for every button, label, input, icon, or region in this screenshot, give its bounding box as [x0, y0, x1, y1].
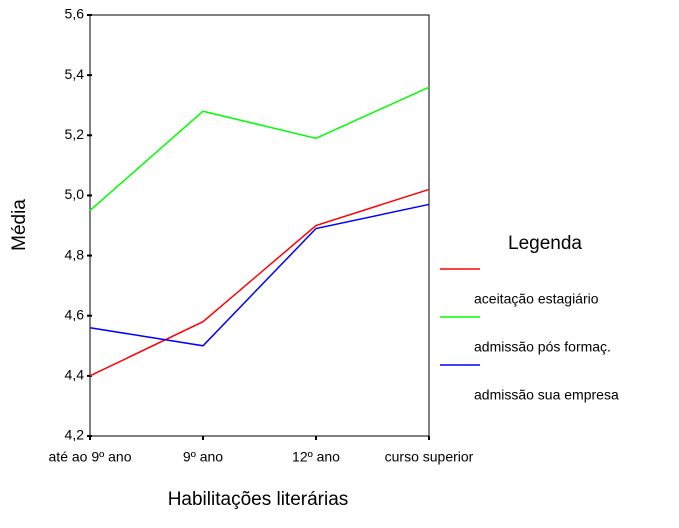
series-line	[89, 203, 430, 347]
legend-label: admissão pós formaç.	[474, 339, 611, 355]
x-axis-label: Habilitações literárias	[168, 489, 349, 510]
legend-label: admissão sua empresa	[474, 387, 619, 403]
series-line	[89, 188, 430, 377]
y-tick-label: 4,4	[65, 367, 85, 383]
plot-frame	[89, 14, 430, 437]
y-tick-label: 4,2	[65, 427, 85, 443]
x-tick-label: até ao 9º ano	[49, 449, 132, 465]
y-tick-label: 5,6	[65, 6, 85, 22]
series-line	[89, 86, 430, 212]
x-tick-label: 12º ano	[292, 449, 340, 465]
y-tick-label: 5,2	[65, 126, 85, 142]
x-tick-label: curso superior	[385, 449, 474, 465]
legend-title: Legenda	[508, 233, 582, 254]
y-tick-label: 5,0	[65, 186, 85, 202]
y-axis-label: Média	[9, 199, 30, 251]
y-tick-label: 4,6	[65, 306, 85, 322]
legend-label: aceitação estagiário	[474, 291, 599, 307]
y-tick-label: 5,4	[65, 66, 85, 82]
x-tick-label: 9º ano	[183, 449, 223, 465]
y-tick-label: 4,8	[65, 246, 85, 262]
